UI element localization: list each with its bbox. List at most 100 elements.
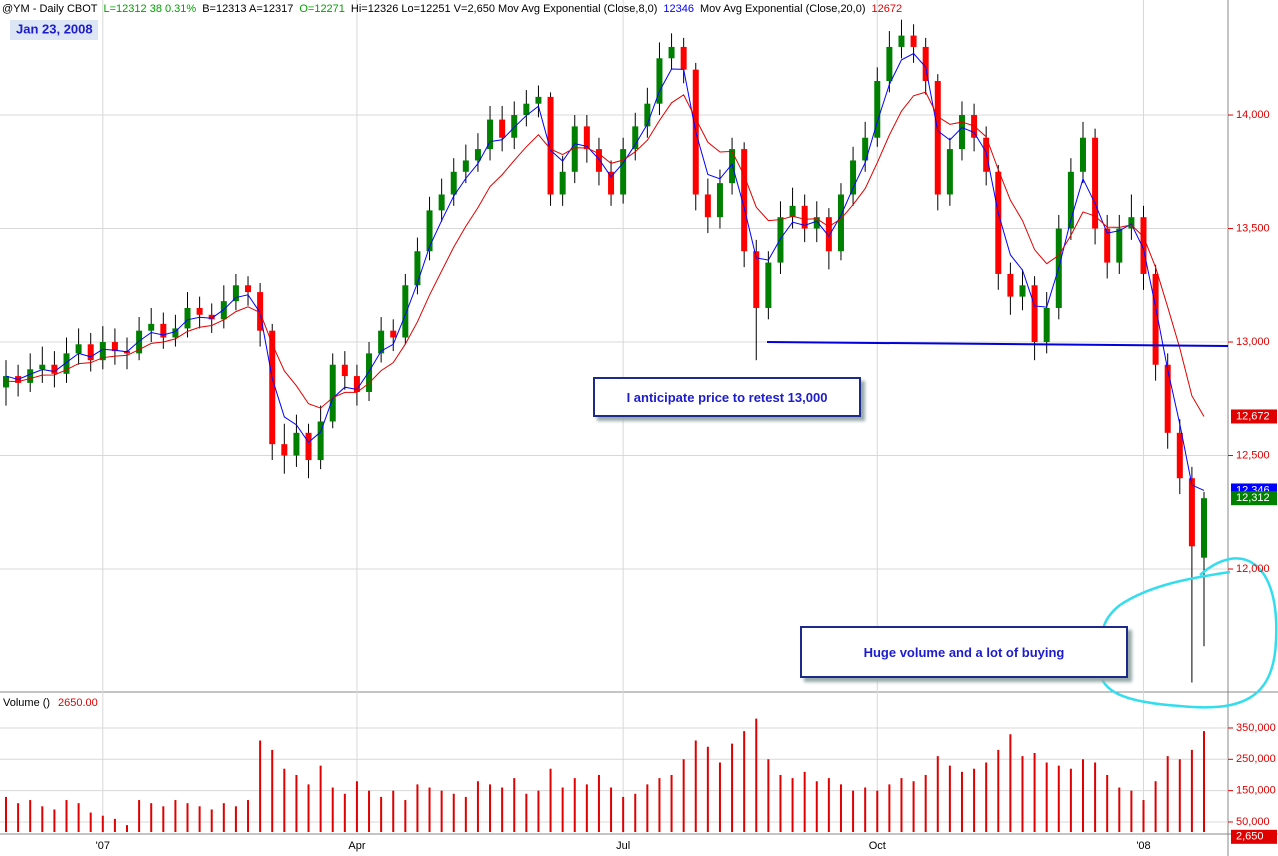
- candle-body: [99, 342, 106, 361]
- candle-body: [995, 171, 1002, 274]
- candle-body: [281, 444, 288, 456]
- candle-body: [934, 80, 941, 195]
- x-tick-label: '08: [1136, 840, 1150, 852]
- y-tick-label: 13,000: [1236, 336, 1270, 348]
- candle-body: [1043, 307, 1050, 343]
- candle-body: [172, 328, 179, 338]
- candle-body: [220, 301, 227, 320]
- candle-body: [886, 46, 893, 81]
- x-tick-label: '07: [96, 840, 110, 852]
- volume-reading: 2650.00: [58, 697, 98, 709]
- candle-body: [341, 364, 348, 377]
- candle-body: [390, 330, 397, 338]
- candle-body: [1116, 228, 1123, 263]
- candle-body: [184, 307, 191, 329]
- candle-body: [535, 96, 542, 104]
- candle-body: [620, 149, 627, 195]
- candle-body: [704, 194, 711, 218]
- candle-body: [753, 251, 760, 308]
- candle-body: [245, 285, 252, 293]
- price-flag: [1231, 409, 1277, 424]
- axis: 12,000 12,500 13,000 13,500 14,000 50,000 150,…: [96, 109, 1277, 852]
- x-tick-label: Jul: [616, 840, 630, 852]
- candle-body: [196, 307, 203, 315]
- candle-body: [729, 149, 736, 184]
- ema-line: [5, 91, 1205, 417]
- candle-body: [910, 35, 917, 47]
- candle-body: [874, 80, 881, 138]
- volume-tick-label: 350,000: [1236, 722, 1276, 734]
- candle-body: [741, 149, 748, 252]
- candle-body: [487, 119, 494, 150]
- candle-body: [39, 364, 46, 370]
- trendline: [766, 341, 1229, 347]
- date-box: [10, 20, 98, 40]
- candle-body: [801, 205, 808, 229]
- candle-body: [474, 149, 481, 161]
- candle-body: [1140, 217, 1147, 274]
- price-flag-label: 12,312: [1236, 492, 1270, 504]
- header-part: O=12271: [299, 3, 345, 15]
- candle-body: [523, 103, 530, 116]
- annotation: Huge volume and a lot of buying: [800, 626, 1128, 678]
- candle-body: [862, 137, 869, 161]
- date: Jan 23, 2008: [16, 21, 93, 36]
- header-part: Hi=12326 Lo=12251 V=2,650 Mov Avg Expone…: [351, 3, 658, 15]
- candle-body: [232, 285, 239, 302]
- candle-body: [269, 330, 276, 445]
- candle-body: [1092, 137, 1099, 229]
- candle-body: [462, 160, 469, 172]
- y-tick-label: 13,500: [1236, 222, 1270, 234]
- ema-lines: [5, 52, 1205, 491]
- y-tick-label: 14,000: [1236, 109, 1270, 121]
- candle-body: [656, 58, 663, 104]
- volume-title: Volume (): [3, 697, 50, 709]
- y-tick-label: 12,500: [1236, 449, 1270, 461]
- candle-body: [111, 342, 118, 352]
- candle-body: [438, 194, 445, 211]
- highlight-ellipse: [1098, 557, 1278, 709]
- header-part: @YM - Daily CBOT: [2, 3, 98, 15]
- candle-body: [511, 115, 518, 138]
- annotation: I anticipate price to retest 13,000: [593, 377, 861, 417]
- candle-body: [1019, 285, 1026, 297]
- candle-body: [958, 115, 965, 150]
- candle-body: [668, 46, 675, 59]
- y-tick-label: 12,000: [1236, 563, 1270, 575]
- candle-body: [1201, 498, 1207, 558]
- candle-body: [789, 205, 796, 218]
- candle-body: [329, 364, 336, 422]
- candle-body: [1188, 478, 1195, 547]
- candle-body: [825, 217, 832, 252]
- candle-body: [257, 292, 264, 331]
- candle-body: [850, 160, 857, 195]
- candle-body: [1067, 171, 1074, 229]
- candle-body: [87, 344, 94, 361]
- price-flag: [1231, 491, 1277, 506]
- candle-body: [208, 314, 215, 320]
- header: @YM - Daily CBOT L=12312 38 0.31% B=12313 …: [2, 3, 902, 15]
- candle-body: [1128, 217, 1135, 229]
- header-part: L=12312 38 0.31%: [104, 3, 197, 15]
- candle-body: [632, 126, 639, 150]
- candle-body: [160, 323, 167, 338]
- volume-bars: [5, 718, 1205, 832]
- candle-body: [1164, 364, 1171, 433]
- candle-body: [898, 35, 905, 47]
- volume-flag-label: 2,650: [1236, 831, 1264, 843]
- volume-tick-label: 50,000: [1236, 816, 1270, 828]
- candle-body: [353, 376, 360, 392]
- header-part: B=12313 A=12317: [202, 3, 293, 15]
- price-flag-label: 12,672: [1236, 410, 1270, 422]
- x-tick-label: Oct: [869, 840, 886, 852]
- candle-body: [305, 432, 312, 461]
- candle-body: [499, 119, 506, 138]
- candle-body: [765, 262, 772, 308]
- candle-body: [547, 96, 554, 195]
- candle-body: [1104, 228, 1111, 263]
- candle-body: [293, 432, 300, 456]
- candle-body: [317, 421, 324, 461]
- candle-body: [777, 217, 784, 263]
